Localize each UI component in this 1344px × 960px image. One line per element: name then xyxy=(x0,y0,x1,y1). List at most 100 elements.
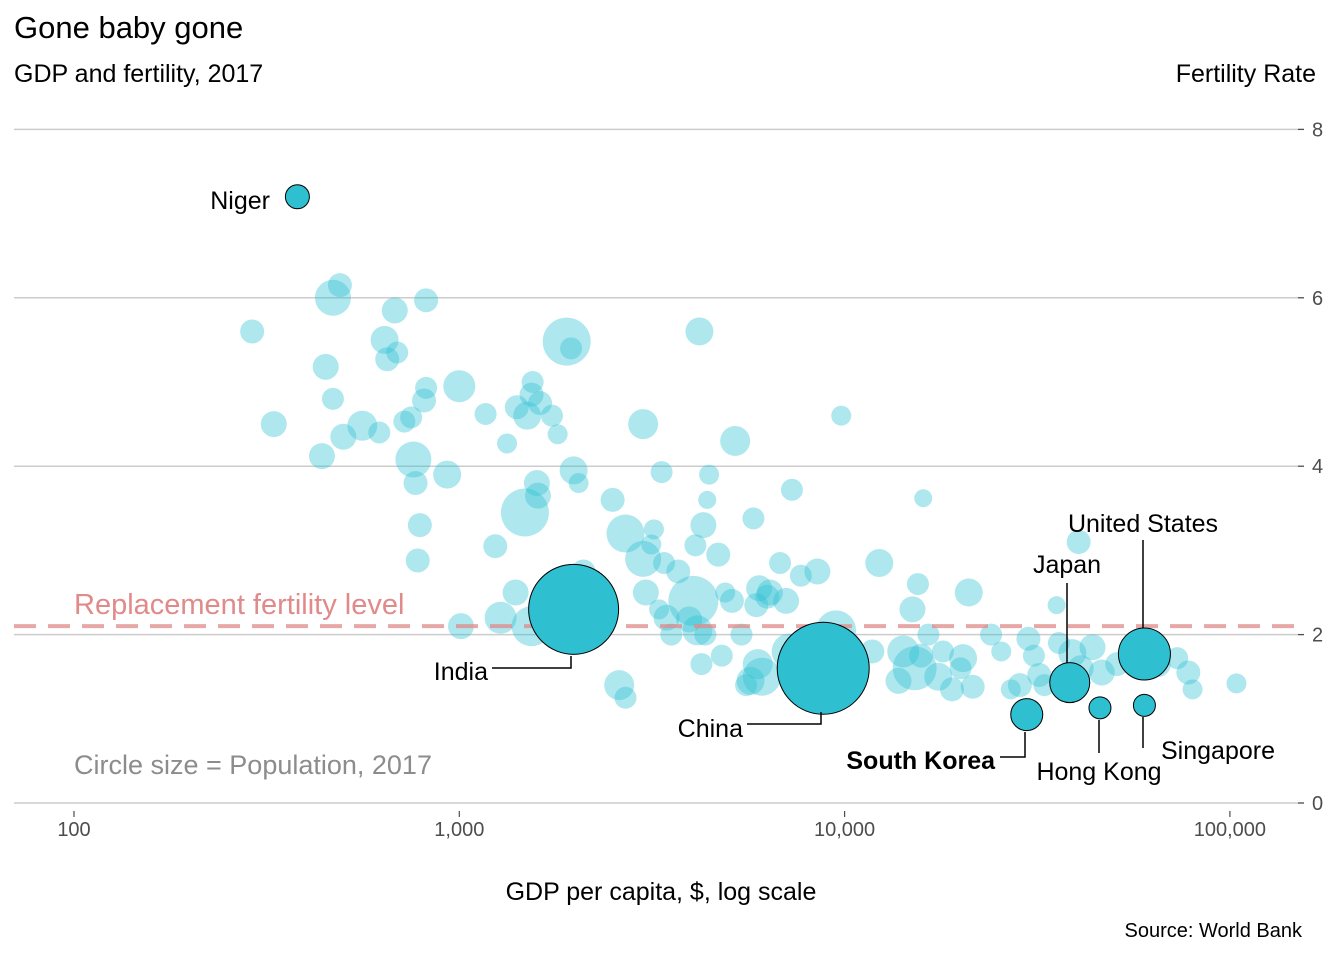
country-point xyxy=(780,478,803,501)
country-point xyxy=(1176,660,1201,685)
country-point xyxy=(715,582,736,603)
country-point xyxy=(500,488,549,537)
country-point xyxy=(504,395,529,420)
country-point xyxy=(483,534,508,559)
gridlines xyxy=(14,128,1304,804)
country-point xyxy=(386,341,409,364)
country-point xyxy=(1047,596,1066,615)
country-point xyxy=(381,297,408,324)
country-point xyxy=(327,273,352,298)
country-point xyxy=(393,410,416,433)
country-point xyxy=(924,662,953,691)
country-point xyxy=(885,667,912,694)
country-point xyxy=(625,540,662,577)
country-point xyxy=(412,388,437,413)
country-point xyxy=(240,319,265,344)
leader-line-india xyxy=(492,656,572,669)
replacement-fertility-label: Replacement fertility level xyxy=(74,589,404,621)
point-labels: Niger India China South Korea Hong Kong Japan… xyxy=(210,187,1275,786)
country-point xyxy=(400,406,423,429)
country-point xyxy=(769,552,792,575)
country-point xyxy=(746,575,773,602)
country-point xyxy=(1016,626,1041,651)
country-point xyxy=(368,421,391,444)
country-point xyxy=(643,519,664,540)
country-point xyxy=(524,482,551,509)
x-tick-label: 1,000 xyxy=(434,819,484,841)
country-point xyxy=(347,410,378,441)
country-point xyxy=(521,371,544,393)
country-point xyxy=(632,579,659,606)
country-point xyxy=(666,559,691,584)
source-caption: Source: World Bank xyxy=(1124,920,1303,942)
country-point xyxy=(909,643,934,668)
country-point xyxy=(405,548,430,573)
x-axis: 100 1,000 10,000 100,000 xyxy=(57,811,1266,841)
country-point xyxy=(628,409,659,440)
country-point xyxy=(719,588,744,613)
country-point xyxy=(547,424,568,445)
country-point xyxy=(1027,663,1052,688)
country-point xyxy=(314,279,351,316)
country-point xyxy=(735,674,758,697)
chart-title: Gone baby gone xyxy=(14,10,244,45)
x-tick-label: 10,000 xyxy=(814,819,875,841)
highlighted-points xyxy=(284,184,1171,732)
country-point xyxy=(1000,679,1021,700)
country-point xyxy=(308,443,335,470)
label-singapore: Singapore xyxy=(1161,737,1275,765)
highlighted-point-singapore xyxy=(1132,693,1156,717)
country-point xyxy=(917,623,940,646)
country-point xyxy=(321,387,344,410)
country-point xyxy=(887,635,920,668)
label-japan: Japan xyxy=(1033,551,1101,579)
country-point xyxy=(831,405,852,426)
country-point xyxy=(375,347,400,372)
country-point xyxy=(773,587,800,614)
y-axis-title: Fertility Rate xyxy=(1175,60,1316,88)
country-point xyxy=(668,575,719,626)
y-tick-label: 0 xyxy=(1312,793,1323,815)
country-point xyxy=(519,382,544,407)
country-point xyxy=(960,674,985,699)
highlighted-point-india xyxy=(528,563,620,655)
country-point xyxy=(540,404,563,427)
country-point xyxy=(1066,529,1091,554)
country-point xyxy=(1022,644,1045,667)
country-point xyxy=(513,401,542,430)
x-axis-title: GDP per capita, $, log scale xyxy=(506,878,817,906)
country-point xyxy=(370,325,399,354)
country-point xyxy=(690,653,713,676)
highlighted-point-united-states xyxy=(1117,627,1171,681)
country-point xyxy=(685,317,714,346)
country-point xyxy=(1047,632,1070,655)
y-tick-label: 4 xyxy=(1312,456,1323,478)
country-point xyxy=(330,423,357,450)
country-point xyxy=(706,542,731,567)
country-point xyxy=(742,649,773,680)
country-point xyxy=(542,317,591,366)
country-point xyxy=(931,640,954,663)
country-point xyxy=(698,490,717,509)
country-point xyxy=(991,641,1012,662)
y-axis: 0 2 4 6 8 xyxy=(1298,119,1323,815)
x-tick-label: 100 xyxy=(57,819,90,841)
country-point xyxy=(682,615,713,646)
highlighted-point-niger xyxy=(284,184,310,210)
leader-line-china xyxy=(747,712,822,725)
country-point xyxy=(502,579,529,606)
label-south-korea: South Korea xyxy=(846,747,996,775)
size-note: Circle size = Population, 2017 xyxy=(74,750,432,780)
country-point xyxy=(1166,647,1189,670)
country-point xyxy=(865,549,894,578)
country-point xyxy=(954,578,983,607)
country-point xyxy=(684,534,707,557)
country-point xyxy=(528,391,553,416)
country-point xyxy=(1079,634,1106,661)
country-point xyxy=(1226,673,1247,694)
country-point xyxy=(614,686,637,709)
country-point xyxy=(433,460,462,489)
country-point xyxy=(1182,679,1203,700)
highlighted-point-japan xyxy=(1049,662,1091,704)
country-point xyxy=(756,579,783,606)
